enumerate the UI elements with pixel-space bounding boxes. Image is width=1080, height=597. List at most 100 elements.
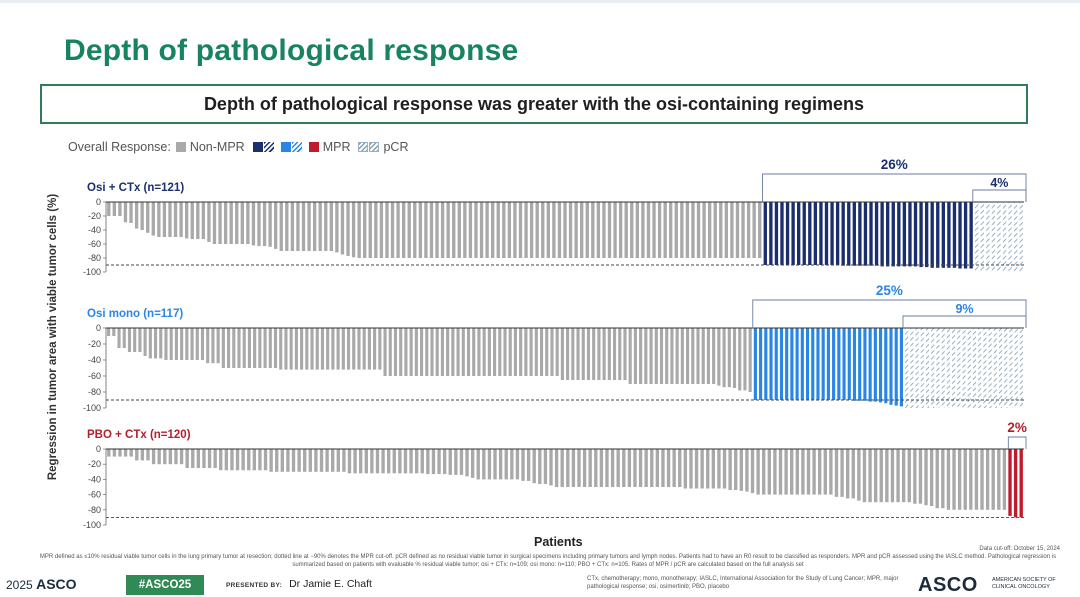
bar-non-mpr — [442, 449, 447, 475]
y-tick-label: -60 — [88, 239, 101, 249]
y-tick-label: -40 — [88, 474, 101, 484]
bar-non-mpr — [890, 449, 895, 503]
y-tick-label: -40 — [88, 225, 101, 235]
bar-non-mpr — [297, 449, 301, 472]
bar-non-mpr — [429, 202, 434, 258]
pcr-bracket — [972, 189, 1027, 202]
bar-non-mpr — [524, 202, 528, 258]
y-tick-label: -80 — [88, 505, 101, 515]
bar-non-mpr — [1002, 449, 1007, 510]
bar-non-mpr — [463, 202, 467, 258]
bar-mpr — [816, 328, 820, 400]
bar-non-mpr — [268, 328, 272, 368]
bar-non-mpr — [262, 202, 267, 247]
bar-non-mpr — [552, 202, 556, 258]
bar-non-mpr — [644, 449, 648, 487]
bar-pcr — [1019, 202, 1023, 272]
legend-label-pcr: pCR — [383, 140, 409, 154]
bar-non-mpr — [247, 328, 251, 368]
bar-non-mpr — [756, 449, 760, 495]
bar-non-mpr — [577, 449, 581, 487]
bar-non-mpr — [851, 449, 855, 499]
bar-non-mpr — [168, 449, 173, 465]
data-cutoff: Data cut-off: October 15, 2024 — [979, 546, 1060, 552]
bar-mpr — [769, 328, 773, 400]
bar-non-mpr — [218, 202, 222, 244]
bar-non-mpr — [185, 202, 189, 239]
bar-non-mpr — [185, 328, 189, 360]
bar-non-mpr — [991, 449, 995, 510]
bar-non-mpr — [347, 449, 352, 474]
bar-non-mpr — [719, 202, 723, 258]
bar-non-mpr — [367, 328, 371, 370]
bar-non-mpr — [352, 328, 356, 370]
bar-mpr — [841, 202, 845, 266]
bar-non-mpr — [650, 449, 654, 487]
bar-non-mpr — [390, 202, 395, 258]
bar-non-mpr — [164, 328, 168, 360]
bar-non-mpr — [459, 449, 464, 475]
pcr-percentage: 4% — [990, 176, 1008, 190]
bar-mpr — [852, 328, 857, 401]
bar-non-mpr — [686, 328, 690, 384]
bar-mpr — [1008, 449, 1012, 516]
bar-non-mpr — [549, 449, 553, 486]
bar-non-mpr — [588, 449, 592, 487]
bar-non-mpr — [504, 449, 508, 480]
bar-non-mpr — [284, 328, 288, 370]
bar-non-mpr — [963, 449, 967, 510]
bar-non-mpr — [665, 328, 669, 384]
bar-non-mpr — [190, 202, 194, 240]
bar-non-mpr — [201, 202, 206, 240]
bar-mpr — [826, 328, 830, 400]
bar-non-mpr — [659, 328, 664, 384]
bar-non-mpr — [929, 449, 934, 506]
bar-non-mpr — [269, 449, 273, 472]
bar-non-mpr — [605, 449, 609, 487]
bar-non-mpr — [368, 202, 372, 258]
bar-non-mpr — [633, 328, 637, 384]
bar-non-mpr — [574, 202, 578, 258]
bar-pcr — [998, 328, 1003, 408]
bar-non-mpr — [722, 328, 726, 388]
bar-non-mpr — [767, 449, 771, 495]
bar-non-mpr — [200, 328, 205, 360]
bar-non-mpr — [407, 202, 411, 258]
bar-non-mpr — [420, 328, 424, 376]
y-tick-label: 0 — [96, 444, 101, 454]
bar-non-mpr — [477, 328, 481, 376]
pcr-percentage: 9% — [955, 302, 973, 316]
bar-pcr — [962, 328, 966, 408]
bar-non-mpr — [487, 449, 492, 480]
bar-non-mpr — [571, 328, 575, 380]
bar-non-mpr — [362, 328, 366, 370]
panel-title: PBO + CTx (n=120) — [87, 429, 191, 441]
bar-non-mpr — [717, 328, 721, 386]
bar-mpr — [774, 202, 779, 265]
bar-non-mpr — [801, 449, 805, 495]
bar-non-mpr — [404, 328, 408, 376]
bar-non-mpr — [758, 202, 762, 258]
bar-non-mpr — [790, 449, 794, 495]
bar-non-mpr — [414, 449, 419, 474]
bar-non-mpr — [566, 328, 570, 380]
bar-mpr — [1019, 449, 1023, 518]
bar-non-mpr — [568, 202, 573, 258]
y-tick-label: -60 — [88, 490, 101, 500]
bar-non-mpr — [437, 449, 441, 475]
x-axis-label: Patients — [534, 535, 583, 549]
mpr-percentage: 26% — [881, 157, 908, 172]
bar-non-mpr — [123, 449, 128, 457]
bar-mpr — [835, 202, 840, 265]
bar-mpr — [963, 202, 968, 269]
bar-non-mpr — [706, 328, 710, 384]
bar-non-mpr — [812, 449, 816, 495]
bar-non-mpr — [153, 328, 158, 359]
bar-non-mpr — [373, 328, 377, 370]
bar-non-mpr — [452, 202, 456, 258]
bar-non-mpr — [707, 202, 712, 258]
y-tick-label: -80 — [88, 387, 101, 397]
bar-non-mpr — [672, 449, 676, 487]
bar-non-mpr — [409, 328, 413, 376]
bar-non-mpr — [613, 202, 617, 258]
